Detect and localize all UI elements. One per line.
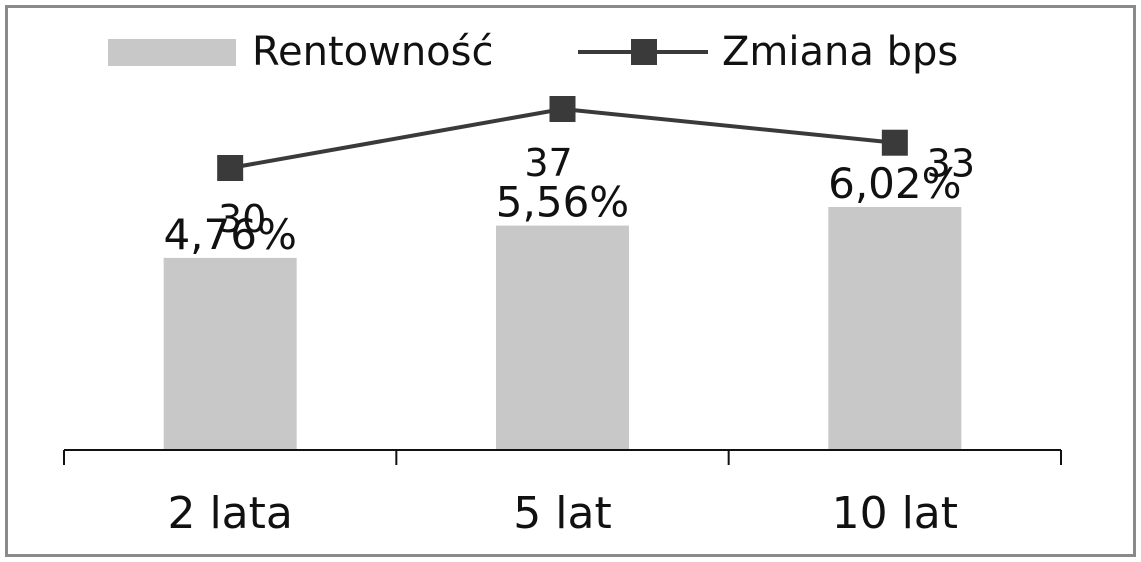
- line-value-label-2: 37: [524, 141, 572, 185]
- bar-3: [828, 207, 962, 450]
- bar-value-label-2: 5,56%: [496, 178, 629, 227]
- line-value-label-1: 30: [218, 197, 266, 241]
- legend-label-bar: Rentowność: [252, 29, 493, 75]
- x-tick-label-3: 10 lat: [832, 488, 958, 539]
- line-marker-1: [217, 155, 244, 181]
- bar-1: [163, 257, 297, 450]
- x-axis-tick-labels: 2 lata 5 lat 10 lat: [167, 488, 958, 539]
- line-markers-group: [217, 96, 908, 181]
- bar-value-label-1: 4,76%: [163, 210, 296, 259]
- line-labels-group: 30 37 33: [218, 141, 975, 241]
- bar-labels-group: 4,76% 5,56% 6,02%: [163, 159, 961, 259]
- line-marker-2: [549, 96, 576, 122]
- x-tick-label-2: 5 lat: [513, 488, 611, 539]
- line-value-label-3: 33: [927, 142, 975, 186]
- legend-swatch-marker: [631, 39, 657, 65]
- line-marker-3: [881, 129, 908, 156]
- x-tick-label-1: 2 lata: [167, 488, 292, 539]
- legend-swatch-bar: [108, 39, 236, 66]
- legend: Rentowność Zmiana bps: [108, 29, 958, 75]
- legend-label-line: Zmiana bps: [722, 29, 958, 75]
- bars-group: [163, 207, 962, 450]
- x-axis-ticks: [63, 450, 1062, 465]
- bar-value-label-3: 6,02%: [828, 159, 961, 208]
- bar-2: [496, 225, 629, 450]
